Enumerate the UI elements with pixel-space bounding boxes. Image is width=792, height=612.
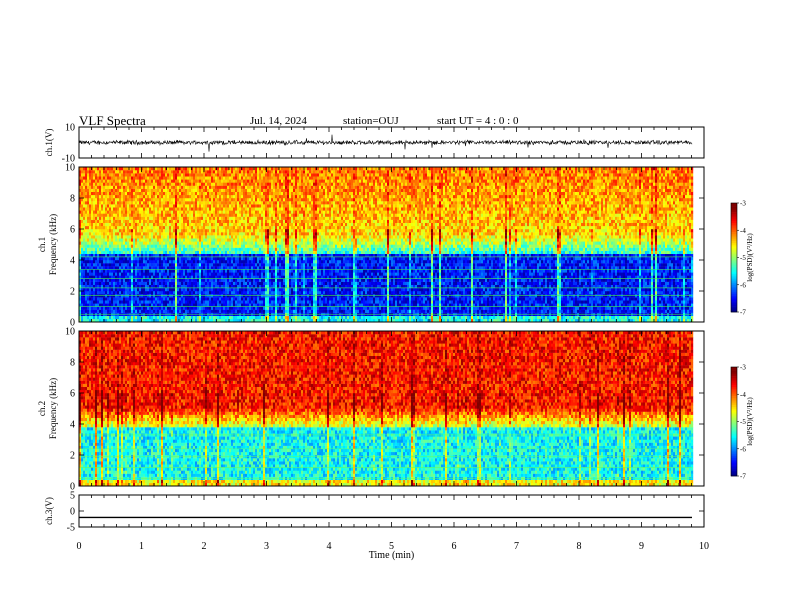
ch2-spectrogram-colorbar-tick-label: -3	[740, 364, 746, 372]
ch2-spectrogram-colorbar	[731, 367, 737, 476]
ch2-spectrogram-ytick-label: 2	[70, 451, 75, 462]
time-axis-tick-label: 7	[514, 541, 519, 552]
ch2-spectrogram-ytick-label: 4	[70, 420, 75, 431]
ch1-spectrogram-colorbar-tick-label: -3	[740, 200, 746, 208]
time-axis-label: Time (min)	[369, 550, 414, 561]
ch2-spectrogram-ytick-label: 10	[65, 327, 75, 338]
ch3-waveform-ytick-label: 0	[70, 507, 75, 518]
ch1-spectrogram-image	[79, 167, 693, 322]
time-axis-tick-label: 1	[139, 541, 144, 552]
ch2-spectrogram-colorbar-tick-label: -7	[740, 473, 746, 481]
ch1-spectrogram-channel-label: ch.1	[37, 237, 47, 252]
ch1-spectrogram-colorbar	[731, 203, 737, 312]
time-axis-tick-label: 0	[77, 541, 82, 552]
ch2-spectrogram-channel-label: ch.2	[37, 401, 47, 416]
ch1-spectrogram-ytick-label: 6	[70, 225, 75, 236]
ch1-spectrogram-ytick-label: 10	[65, 163, 75, 174]
time-axis-tick-label: 6	[452, 541, 457, 552]
ch1-waveform-ylabel: ch.1(V)	[44, 129, 54, 157]
ch3-waveform-ytick-label: 5	[70, 491, 75, 502]
ch2-spectrogram-image	[79, 331, 693, 486]
ch1-spectrogram-ytick-label: 4	[70, 256, 75, 267]
time-axis-tick-label: 4	[327, 541, 332, 552]
ch3-waveform-ytick-label: -5	[67, 523, 75, 534]
ch1-waveform-line	[79, 135, 692, 152]
ch2-spectrogram-colorbar-label: log(PSD)(V²/Hz)	[746, 397, 754, 446]
ch2-spectrogram-ytick-label: 6	[70, 389, 75, 400]
time-axis-tick-label: 2	[202, 541, 207, 552]
time-axis-tick-label: 8	[577, 541, 582, 552]
ch1-spectrogram-ylabel: Frequency (kHz)	[48, 214, 58, 275]
ch2-spectrogram-ytick-label: 8	[70, 358, 75, 369]
time-axis-tick-label: 10	[699, 541, 709, 552]
ch1-spectrogram-colorbar-label: log(PSD)(V²/Hz)	[746, 233, 754, 282]
ch1-spectrogram-ytick-label: 2	[70, 287, 75, 298]
ch1-spectrogram-colorbar-tick-label: -7	[740, 309, 746, 317]
ch1-spectrogram-ytick-label: 8	[70, 194, 75, 205]
ch1-waveform-ytick-label: 10	[65, 123, 75, 134]
time-axis-tick-label: 3	[264, 541, 269, 552]
ch3-waveform-ylabel: ch.3(V)	[44, 497, 54, 525]
ch2-spectrogram-ylabel: Frequency (kHz)	[48, 378, 58, 439]
time-axis-tick-label: 9	[639, 541, 644, 552]
